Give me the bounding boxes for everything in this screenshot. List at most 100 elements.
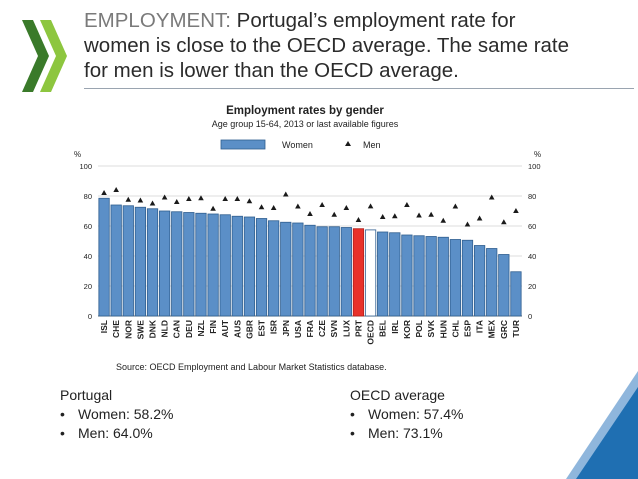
marker-men-grc [501,219,507,225]
bar-women-svn [328,226,340,317]
x-tick-label: DNK [148,319,158,338]
title-highlight: EMPLOYMENT: [84,9,231,32]
x-tick-label: EST [257,319,267,336]
oecd-notes: OECD average • Women: 57.4% • Men: 73.1% [350,386,463,443]
title-line3: for men is lower than the OECD average. [84,59,459,82]
marker-men-mex [488,194,495,200]
bar-women-isr [268,220,280,317]
marker-men-est [258,204,265,210]
marker-men-svk [428,211,434,217]
marker-men-prt [355,217,362,222]
y-tick-label-right: 20 [528,282,536,291]
bar-women-kor [401,234,413,317]
x-tick-label: GBR [244,320,254,339]
x-tick-label: ISR [269,320,279,334]
x-tick-label: NOR [123,320,133,339]
bar-women-tur [510,271,522,317]
bar-women-chl [449,239,461,317]
x-tick-label: SWE [135,320,145,340]
bullet: • [350,406,355,422]
marker-men-pol [416,212,422,218]
x-tick-label: LUX [341,320,351,337]
marker-men-che [113,187,119,192]
oecd-chevron-logo [22,20,67,92]
x-tick-label: HUN [438,320,448,338]
bar-women-aut [219,214,231,317]
bar-women-prt [352,228,365,317]
bar-women-fra [304,224,316,317]
bar-women-gbr [243,216,256,317]
x-tick-label: CHE [111,320,121,338]
bar-women-che [110,204,122,317]
x-tick-label: CHL [450,320,460,337]
x-tick-label: MEX [487,320,497,339]
marker-men-bel [379,214,386,219]
y-tick-label-right: 60 [528,222,536,231]
y-axis-left-unit: % [74,150,81,159]
bar-women-irl [389,232,401,317]
x-tick-label: ESP [462,320,472,337]
bar-women-deu [183,212,195,317]
y-tick-label-right: 80 [528,192,536,201]
marker-men-oecd [367,203,374,209]
x-tick-label: NLD [160,320,170,337]
y-tick-label-right: 0 [528,312,532,321]
bar-women-grc [498,254,510,317]
bar-women-nzl [195,212,207,317]
x-tick-label: CAN [172,320,182,338]
marker-men-isr [270,205,277,210]
x-tick-label: JPN [281,320,291,337]
x-tick-label: PRT [353,319,363,337]
x-tick-label: SVK [426,319,436,337]
y-tick-label-left: 100 [79,162,92,171]
oecd-women: Women: 57.4% [368,406,464,422]
marker-men-ita [476,215,483,221]
oecd-heading: OECD average [350,387,445,403]
marker-men-dnk [149,200,156,206]
y-tick-label-left: 60 [84,222,92,231]
bar-women-est [255,218,268,317]
bar-women-usa [292,222,304,317]
y-tick-label-right: 100 [528,162,541,171]
marker-men-can [173,199,180,204]
x-tick-label: TUR [511,320,521,337]
x-tick-label: CZE [317,320,327,337]
bar-women-pol [413,235,425,317]
bar-women-can [171,211,183,317]
title-line2: women is close to the OECD average. The … [84,34,570,57]
marker-men-cze [319,202,325,207]
bar-women-nld [159,210,171,317]
marker-men-kor [404,202,410,207]
bar-women-nor [122,205,134,317]
legend-men-label: Men [363,140,381,150]
bar-women-aus [231,215,243,317]
marker-men-usa [295,203,301,209]
marker-men-aut [222,196,228,201]
marker-men-nld [161,194,168,200]
bar-women-swe [134,206,147,317]
bar-women-isl [98,197,110,317]
x-tick-label: KOR [402,320,412,339]
marker-men-hun [440,217,447,223]
bar-women-ita [473,245,486,317]
bar-women-lux [340,227,352,317]
bar-women-svk [425,236,437,317]
bullet: • [60,406,65,422]
x-tick-label: AUT [220,319,230,337]
marker-men-esp [464,221,471,227]
bar-women-esp [461,239,474,317]
x-tick-label: AUS [232,320,242,338]
x-tick-label: IRL [390,320,400,334]
chart-subtitle: Age group 15-64, 2013 or last available … [212,119,399,129]
portugal-men: Men: 64.0% [78,425,153,441]
portugal-women: Women: 58.2% [78,406,174,422]
x-tick-label: FRA [305,320,315,337]
employment-chart: Employment rates by gender Age group 15-… [74,105,541,372]
portugal-notes: Portugal • Women: 58.2% • Men: 64.0% [60,386,173,443]
y-tick-label-left: 40 [84,252,92,261]
bar-women-oecd [364,229,377,317]
bar-women-mex [486,248,498,317]
marker-men-nor [125,196,132,202]
x-tick-label: ISL [99,320,109,333]
corner-decoration [566,371,638,479]
